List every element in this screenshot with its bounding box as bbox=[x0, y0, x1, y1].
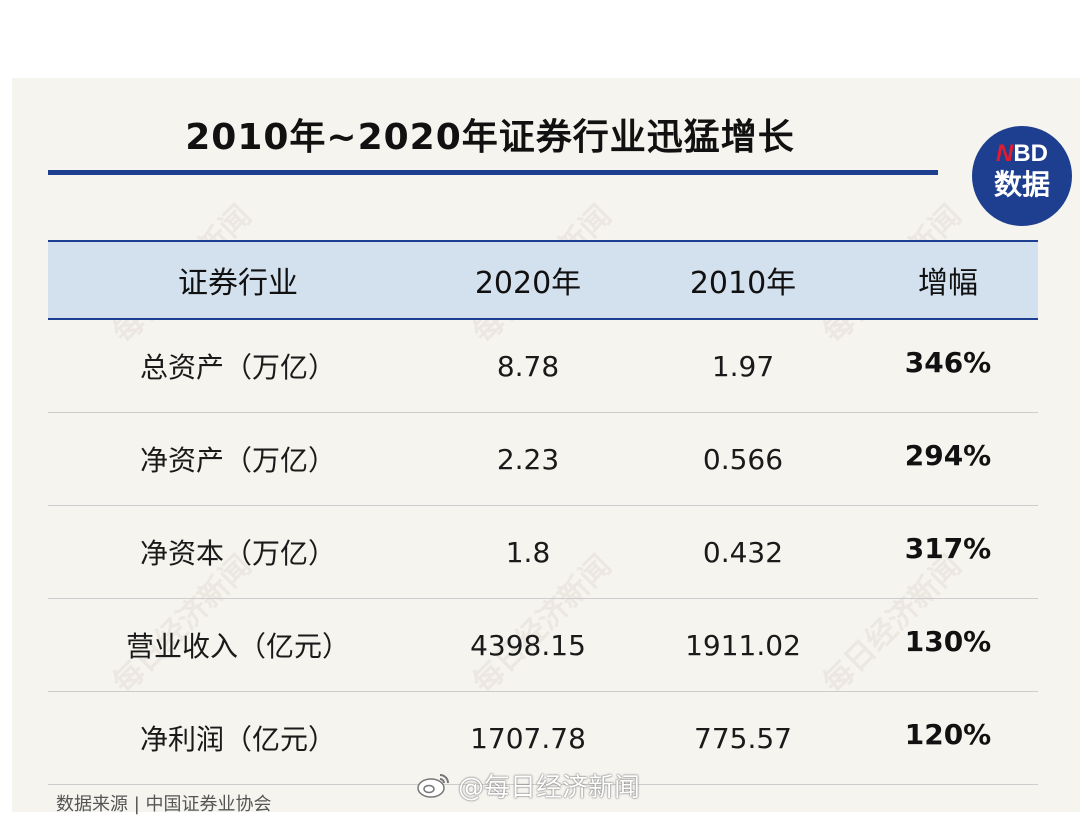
column-header-growth: 增幅 bbox=[858, 240, 1038, 320]
metric-cell: 净资本（万亿） bbox=[48, 505, 428, 599]
table-row: 净资本（万亿） 1.8 0.432 317% bbox=[48, 505, 1038, 599]
metric-cell: 总资产（万亿） bbox=[48, 319, 428, 413]
table-row: 净利润（亿元） 1707.78 775.57 120% bbox=[48, 691, 1038, 785]
value-2020-cell: 1707.78 bbox=[428, 691, 628, 785]
value-2020-cell: 8.78 bbox=[428, 319, 628, 413]
growth-cell: 120% bbox=[858, 691, 1038, 785]
value-2010-cell: 1.97 bbox=[628, 319, 858, 413]
title-underline bbox=[48, 170, 938, 175]
data-source-note: 数据来源 | 中国证券业协会 bbox=[56, 794, 272, 815]
metric-cell: 净利润（亿元） bbox=[48, 691, 428, 785]
value-2020-cell: 1.8 bbox=[428, 505, 628, 599]
weibo-handle: @每日经济新闻 bbox=[458, 772, 641, 803]
table-row: 净资产（万亿） 2.23 0.566 294% bbox=[48, 412, 1038, 506]
logo-wordmark: NBD bbox=[972, 142, 1072, 166]
value-2020-cell: 2.23 bbox=[428, 412, 628, 506]
column-header-metric: 证券行业 bbox=[48, 240, 428, 320]
chart-title: 2010年~2020年证券行业迅猛增长 bbox=[185, 117, 795, 158]
value-2020-cell: 4398.15 bbox=[428, 598, 628, 692]
value-2010-cell: 1911.02 bbox=[628, 598, 858, 692]
column-header-2020: 2020年 bbox=[428, 240, 628, 320]
growth-cell: 317% bbox=[858, 505, 1038, 599]
nbd-data-logo: NBD 数据 bbox=[972, 126, 1072, 226]
logo-mark: N bbox=[995, 140, 1014, 167]
weibo-icon bbox=[417, 774, 449, 798]
growth-cell: 346% bbox=[858, 319, 1038, 413]
value-2010-cell: 0.432 bbox=[628, 505, 858, 599]
table-header-row: 证券行业 2020年 2010年 增幅 bbox=[48, 240, 1038, 320]
value-2010-cell: 0.566 bbox=[628, 412, 858, 506]
value-2010-cell: 775.57 bbox=[628, 691, 858, 785]
column-header-2010: 2010年 bbox=[628, 240, 858, 320]
data-table: 证券行业 2020年 2010年 增幅 总资产（万亿） 8.78 1.97 34… bbox=[48, 240, 1038, 785]
growth-cell: 130% bbox=[858, 598, 1038, 692]
logo-brand: BD bbox=[1013, 140, 1048, 167]
weibo-watermark: @每日经济新闻 bbox=[416, 768, 641, 803]
table-row: 营业收入（亿元） 4398.15 1911.02 130% bbox=[48, 598, 1038, 692]
growth-cell: 294% bbox=[858, 412, 1038, 506]
metric-cell: 营业收入（亿元） bbox=[48, 598, 428, 692]
table-row: 总资产（万亿） 8.78 1.97 346% bbox=[48, 319, 1038, 413]
metric-cell: 净资产（万亿） bbox=[48, 412, 428, 506]
logo-label: 数据 bbox=[993, 168, 1050, 201]
